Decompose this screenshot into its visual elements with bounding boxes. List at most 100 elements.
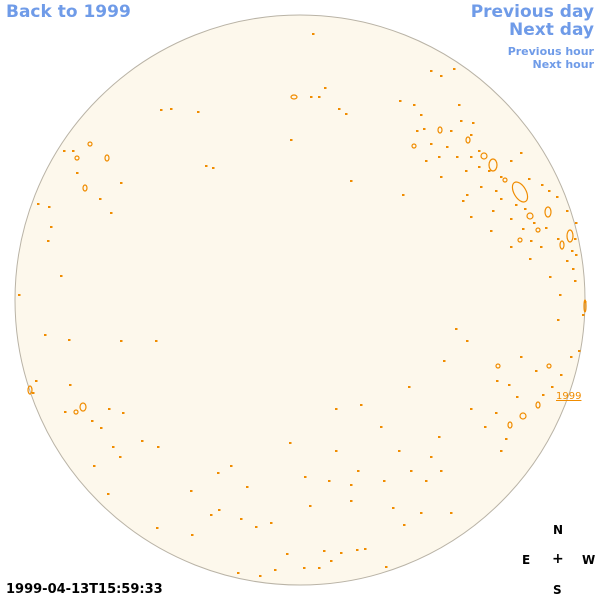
contour-fragment <box>470 408 473 410</box>
contour-fragment <box>548 190 551 192</box>
contour-fragment <box>93 465 96 467</box>
contour-fragment <box>528 178 531 180</box>
contour-fragment <box>286 553 289 555</box>
contour-fragment <box>540 246 543 248</box>
contour-fragment <box>420 512 423 514</box>
contour-fragment <box>312 33 315 35</box>
contour-fragment <box>230 465 233 467</box>
contour-fragment <box>488 170 491 172</box>
contour-fragment <box>535 370 538 372</box>
contour-fragment <box>156 527 159 529</box>
contour-fragment <box>416 130 419 132</box>
contour-fragment <box>357 470 360 472</box>
next-day-link[interactable]: Next day <box>509 20 594 40</box>
contour-fragment <box>495 190 498 192</box>
contour-fragment <box>574 238 577 240</box>
contour-fragment <box>392 507 395 509</box>
contour-fragment <box>453 68 456 70</box>
contour-fragment <box>328 480 331 482</box>
contour-fragment <box>345 113 348 115</box>
contour-fragment <box>465 170 468 172</box>
contour-fragment <box>385 566 388 568</box>
contour-fragment <box>572 268 575 270</box>
contour-fragment <box>112 446 115 448</box>
contour-fragment <box>570 356 573 358</box>
contour-fragment <box>510 218 513 220</box>
contour-fragment <box>495 412 498 414</box>
contour-fragment <box>440 470 443 472</box>
contour-fragment <box>556 196 559 198</box>
contour-fragment <box>210 514 213 516</box>
contour-fragment <box>60 275 63 277</box>
contour-fragment <box>575 254 578 256</box>
contour-fragment <box>450 130 453 132</box>
contour-fragment <box>69 384 72 386</box>
contour-fragment <box>63 150 66 152</box>
contour-fragment <box>492 210 495 212</box>
contour-fragment <box>541 184 544 186</box>
contour-fragment <box>240 518 243 520</box>
contour-fragment <box>338 108 341 110</box>
contour-fragment <box>530 240 533 242</box>
contour-fragment <box>440 176 443 178</box>
contour-fragment <box>108 408 111 410</box>
contour-fragment <box>466 194 469 196</box>
previous-day-link[interactable]: Previous day <box>470 2 594 22</box>
back-to-year-link[interactable]: Back to 1999 <box>6 2 131 22</box>
contour-fragment <box>303 567 306 569</box>
contour-fragment <box>120 182 123 184</box>
contour-fragment <box>430 143 433 145</box>
contour-fragment <box>318 96 321 98</box>
contour-fragment <box>478 166 481 168</box>
contour-fragment <box>274 569 277 571</box>
contour-fragment <box>549 276 552 278</box>
contour-fragment <box>64 411 67 413</box>
contour-fragment <box>520 356 523 358</box>
previous-hour-link[interactable]: Previous hour <box>507 45 594 58</box>
contour-fragment <box>217 472 220 474</box>
contour-fragment <box>323 550 326 552</box>
contour-fragment <box>304 476 307 478</box>
contour-fragment <box>446 146 449 148</box>
contour-fragment <box>157 446 160 448</box>
contour-fragment <box>575 222 578 224</box>
contour-fragment <box>270 522 273 524</box>
contour-fragment <box>455 328 458 330</box>
contour-fragment <box>37 203 40 205</box>
contour-fragment <box>259 575 262 577</box>
contour-fragment <box>309 505 312 507</box>
contour-fragment <box>122 412 125 414</box>
contour-fragment <box>350 500 353 502</box>
contour-fragment <box>335 450 338 452</box>
contour-fragment <box>191 534 194 536</box>
contour-fragment <box>170 108 173 110</box>
contour-fragment <box>480 186 483 188</box>
contour-fragment <box>533 222 536 224</box>
contour-fragment <box>364 548 367 550</box>
contour-fragment <box>500 198 503 200</box>
contour-fragment <box>425 160 428 162</box>
contour-fragment <box>402 194 405 196</box>
magnetic-contours <box>27 94 587 429</box>
contour-fragment <box>582 314 585 316</box>
contour-fragment <box>500 450 503 452</box>
solar-disk <box>14 14 586 586</box>
contour-fragment <box>440 75 443 77</box>
contour-fragment <box>410 470 413 472</box>
compass-west: W <box>582 553 596 567</box>
contour-fragment <box>542 394 545 396</box>
contour-fragment <box>100 427 103 429</box>
contour-fragment <box>107 493 110 495</box>
contour-fragment <box>99 198 102 200</box>
contour-fragment <box>218 509 221 511</box>
contour-fragment <box>420 114 423 116</box>
active-region-label[interactable]: 1999 <box>556 391 582 402</box>
contour-fragment <box>120 340 123 342</box>
contour-fragment <box>470 216 473 218</box>
contour-fragment <box>490 230 493 232</box>
compass-center: + <box>552 551 564 567</box>
next-hour-link[interactable]: Next hour <box>532 58 595 71</box>
contour-fragment <box>399 100 402 102</box>
contour-fragment <box>47 240 50 242</box>
